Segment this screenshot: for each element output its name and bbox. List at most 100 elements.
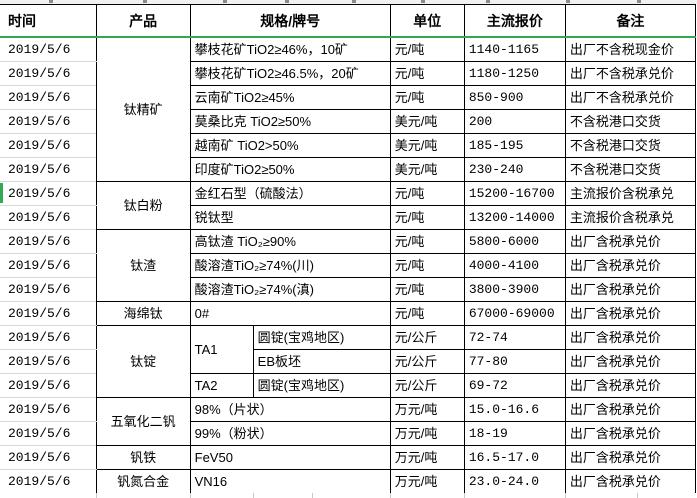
cell-price[interactable]: 16.5-17.0 — [463, 445, 566, 470]
cell-date[interactable]: 2019/5/6 — [0, 157, 97, 182]
cell-unit[interactable]: 元/吨 — [389, 301, 465, 326]
cell-spec[interactable]: 金红石型（硫酸法） — [189, 181, 391, 206]
cell-note[interactable]: 出厂含税承兑价 — [564, 445, 697, 470]
cell-note[interactable]: 出厂含税承兑价 — [564, 301, 697, 326]
cell-unit[interactable]: 万元/吨 — [389, 469, 465, 494]
cell-price[interactable]: 230-240 — [463, 157, 566, 182]
col-header-price[interactable]: 主流报价 — [463, 4, 566, 38]
cell-note[interactable]: 出厂不含税现金价 — [564, 36, 697, 62]
cell-product-group[interactable]: 钛锭 — [95, 325, 191, 398]
cell-date[interactable]: 2019/5/6 — [0, 36, 97, 62]
cell-date[interactable]: 2019/5/6 — [0, 229, 97, 254]
cell-note[interactable]: 出厂含税承兑价 — [564, 469, 697, 494]
cell-note[interactable]: 出厂含税承兑价 — [564, 229, 697, 254]
cell-date[interactable]: 2019/5/6 — [0, 397, 97, 422]
cell-note[interactable]: 不含税港口交货 — [564, 157, 697, 182]
cell-spec[interactable]: 锐钛型 — [189, 205, 391, 230]
cell-product-group[interactable]: 钛渣 — [95, 229, 191, 302]
cell-spec[interactable]: 高钛渣 TiO₂≥90% — [189, 229, 391, 254]
cell-spec[interactable]: 莫桑比克 TiO2≥50% — [189, 109, 391, 134]
cell-unit[interactable]: 美元/吨 — [389, 109, 465, 134]
cell-price[interactable]: 23.0-24.0 — [463, 469, 566, 494]
cell-unit[interactable]: 万元/吨 — [389, 445, 465, 470]
col-header-unit[interactable]: 单位 — [389, 4, 465, 38]
cell-note[interactable]: 出厂含税承兑价 — [564, 349, 697, 374]
cell-spec[interactable]: 攀枝花矿TiO2≥46%，10矿 — [189, 36, 391, 62]
cell-date[interactable]: 2019/5/6 — [0, 373, 97, 398]
cell-note[interactable]: 出厂含税承兑价 — [564, 397, 697, 422]
cell-unit[interactable]: 元/吨 — [389, 253, 465, 278]
cell-price[interactable]: 67000-69000 — [463, 301, 566, 326]
cell-price[interactable]: 4000-4100 — [463, 253, 566, 278]
cell-spec[interactable]: 越南矿 TiO2>50% — [189, 133, 391, 158]
cell-price[interactable]: 3800-3900 — [463, 277, 566, 302]
cell-note[interactable]: 不含税港口交货 — [564, 109, 697, 134]
cell-unit[interactable]: 元/吨 — [389, 277, 465, 302]
cell-unit[interactable]: 万元/吨 — [389, 421, 465, 446]
cell-product-group[interactable]: 钒氮合金 — [95, 469, 191, 494]
cell-date[interactable]: 2019/5/6 — [0, 325, 97, 350]
cell-grade[interactable]: TA2 — [189, 373, 254, 398]
cell-date[interactable]: 2019/5/6 — [0, 349, 97, 374]
cell-product-group[interactable]: 钒铁 — [95, 445, 191, 470]
col-header-product[interactable]: 产品 — [95, 4, 191, 38]
cell-spec[interactable]: 99%（粉状） — [189, 421, 391, 446]
cell-note[interactable]: 出厂含税承兑价 — [564, 277, 697, 302]
cell-product-group[interactable]: 海绵钛 — [95, 301, 191, 326]
cell-date[interactable]: 2019/5/6 — [0, 277, 97, 302]
cell-price[interactable]: 18-19 — [463, 421, 566, 446]
col-header-note[interactable]: 备注 — [564, 4, 697, 38]
cell-price[interactable]: 1180-1250 — [463, 61, 566, 86]
cell-spec[interactable]: 酸溶渣TiO₂≥74%(川) — [189, 253, 391, 278]
cell-date[interactable]: 2019/5/6 — [0, 445, 97, 470]
cell-unit[interactable]: 美元/吨 — [389, 157, 465, 182]
cell-price[interactable]: 185-195 — [463, 133, 566, 158]
cell-price[interactable]: 13200-14000 — [463, 205, 566, 230]
cell-date[interactable]: 2019/5/6 — [0, 181, 97, 206]
cell-price[interactable]: 15200-16700 — [463, 181, 566, 206]
cell-unit[interactable]: 元/吨 — [389, 205, 465, 230]
cell-spec[interactable]: 酸溶渣TiO₂≥74%(滇) — [189, 277, 391, 302]
cell-form[interactable]: 圆锭(宝鸡地区) — [252, 373, 391, 398]
cell-note[interactable]: 不含税港口交货 — [564, 133, 697, 158]
cell-unit[interactable]: 元/吨 — [389, 85, 465, 110]
cell-spec[interactable]: 98%（片状） — [189, 397, 391, 422]
cell-date[interactable]: 2019/5/6 — [0, 301, 97, 326]
cell-unit[interactable]: 元/公斤 — [389, 325, 465, 350]
cell-price[interactable]: 72-74 — [463, 325, 566, 350]
cell-product-group[interactable]: 钛精矿 — [95, 36, 191, 182]
cell-note[interactable]: 出厂不含税承兑价 — [564, 85, 697, 110]
cell-spec[interactable]: VN16 — [189, 469, 391, 494]
col-header-time[interactable]: 时间 — [0, 4, 97, 38]
cell-unit[interactable]: 元/吨 — [389, 229, 465, 254]
cell-unit[interactable]: 元/吨 — [389, 181, 465, 206]
cell-unit[interactable]: 元/吨 — [389, 61, 465, 86]
cell-spec[interactable]: 攀枝花矿TiO2≥46.5%，20矿 — [189, 61, 391, 86]
cell-unit[interactable]: 元/吨 — [389, 36, 465, 62]
cell-unit[interactable]: 元/公斤 — [389, 349, 465, 374]
col-header-spec[interactable]: 规格/牌号 — [189, 4, 391, 38]
cell-note[interactable]: 出厂含税承兑价 — [564, 421, 697, 446]
cell-product-group[interactable]: 钛白粉 — [95, 181, 191, 230]
cell-price[interactable]: 69-72 — [463, 373, 566, 398]
cell-price[interactable]: 5800-6000 — [463, 229, 566, 254]
cell-spec[interactable]: 0# — [189, 301, 391, 326]
cell-price[interactable]: 15.0-16.6 — [463, 397, 566, 422]
cell-date[interactable]: 2019/5/6 — [0, 469, 97, 494]
cell-form[interactable]: EB板坯 — [252, 349, 391, 374]
cell-note[interactable]: 出厂含税承兑价 — [564, 253, 697, 278]
cell-date[interactable]: 2019/5/6 — [0, 421, 97, 446]
cell-unit[interactable]: 美元/吨 — [389, 133, 465, 158]
cell-unit[interactable]: 元/公斤 — [389, 373, 465, 398]
cell-unit[interactable]: 万元/吨 — [389, 397, 465, 422]
cell-spec[interactable]: FeV50 — [189, 445, 391, 470]
cell-date[interactable]: 2019/5/6 — [0, 109, 97, 134]
cell-note[interactable]: 主流报价含税承兑 — [564, 205, 697, 230]
cell-grade[interactable]: TA1 — [189, 325, 254, 374]
cell-date[interactable]: 2019/5/6 — [0, 133, 97, 158]
cell-date[interactable]: 2019/5/6 — [0, 253, 97, 278]
cell-note[interactable]: 主流报价含税承兑 — [564, 181, 697, 206]
cell-date[interactable]: 2019/5/6 — [0, 85, 97, 110]
cell-price[interactable]: 1140-1165 — [463, 36, 566, 62]
cell-price[interactable]: 200 — [463, 109, 566, 134]
